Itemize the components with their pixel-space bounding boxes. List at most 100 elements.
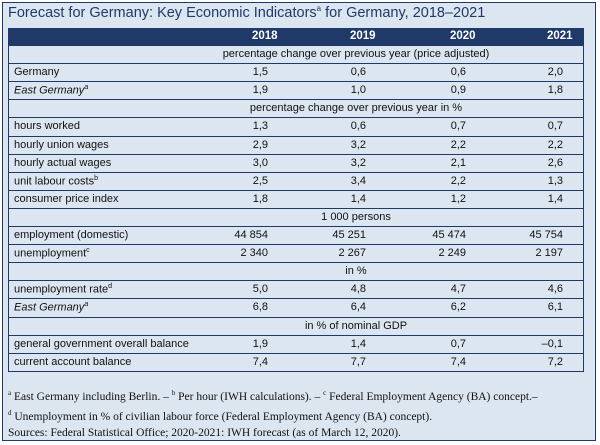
table-row: East Germanya 1,9 1,0 0,9 1,8 — [8, 81, 584, 99]
cell-2019: 6,4 — [350, 301, 366, 314]
column-header-2020: 2020 — [450, 30, 476, 42]
table-row: unit labour costsb 2,5 3,4 2,2 1,3 — [8, 171, 584, 190]
cell-2019: 1,4 — [350, 192, 366, 205]
column-header-2018: 2018 — [252, 30, 278, 42]
section-caption: percentage change over previous year in … — [249, 102, 463, 115]
cell-2020: 2 249 — [438, 247, 466, 260]
table-side-border — [583, 45, 584, 371]
cell-2019: 1,4 — [350, 337, 366, 350]
cell-2021: 1,3 — [547, 174, 563, 187]
cell-2021: 7,2 — [547, 355, 563, 368]
column-header-2021: 2021 — [547, 30, 573, 42]
cell-2021: 2 197 — [535, 247, 563, 260]
cell-2018: 2,5 — [252, 174, 268, 187]
cell-2020: 2,2 — [450, 174, 466, 187]
section-caption-row: in % of nominal GDP — [8, 316, 584, 335]
column-header-2019: 2019 — [350, 30, 376, 42]
cell-2021: 6,1 — [547, 301, 563, 314]
cell-2018: 1,5 — [252, 66, 268, 79]
section-caption-row: percentage change over previous year in … — [8, 99, 584, 117]
cell-2019: 1,0 — [350, 84, 366, 97]
cell-2019: 45 251 — [332, 229, 366, 241]
cell-2019: 0,6 — [350, 120, 366, 133]
table-row: unemploymentc 2 340 2 267 2 249 2 197 — [8, 244, 584, 262]
cell-2019: 3,2 — [350, 138, 366, 151]
table-row: consumer price index 1,8 1,4 1,2 1,4 — [8, 189, 584, 208]
cell-2020: 0,7 — [450, 120, 466, 133]
cell-2020: 2,2 — [450, 138, 466, 151]
section-caption: in % of nominal GDP — [304, 319, 408, 332]
cell-2021: –0,1 — [541, 337, 563, 350]
table-row: current account balance 7,4 7,7 7,4 7,2 — [8, 352, 584, 371]
cell-2020: 0,6 — [450, 66, 466, 79]
cell-2018: 1,9 — [252, 337, 268, 350]
cell-2021: 1,4 — [547, 192, 563, 205]
table-row: East Germanya 6,8 6,4 6,2 6,1 — [8, 298, 584, 316]
cell-2021: 45 754 — [529, 229, 563, 241]
row-label: unit labour costsb — [14, 174, 99, 188]
row-label: hourly actual wages — [14, 156, 112, 169]
table-row: hours worked 1,3 0,6 0,7 0,7 — [8, 117, 584, 135]
table-row: hourly actual wages 3,0 3,2 2,1 2,6 — [8, 153, 584, 172]
table-row: Germany 1,5 0,6 0,6 2,0 — [8, 63, 584, 81]
cell-2018: 3,0 — [252, 156, 268, 169]
cell-2018: 2,9 — [252, 138, 268, 151]
cell-2018: 5,0 — [252, 283, 268, 296]
row-label: East Germanya — [14, 84, 89, 97]
row-label: East Germanya — [14, 301, 89, 315]
cell-2020: 7,4 — [450, 355, 466, 368]
cell-2021: 2,2 — [547, 138, 563, 151]
cell-2020: 45 474 — [432, 229, 466, 241]
cell-2018: 1,8 — [252, 192, 268, 205]
cell-2019: 7,7 — [350, 355, 366, 368]
cell-2020: 2,1 — [450, 156, 466, 169]
cell-2018: 44 854 — [234, 229, 268, 241]
cell-2020: 0,9 — [450, 84, 466, 97]
table-side-border — [8, 45, 9, 371]
table-row: employment (domestic) 44 854 45 251 45 474 4… — [8, 226, 584, 244]
section-caption: in % — [345, 265, 367, 278]
row-label: hours worked — [14, 120, 81, 133]
cell-2019: 0,6 — [350, 66, 366, 79]
table-bottom-border — [8, 370, 584, 372]
cell-2018: 1,3 — [252, 120, 268, 133]
cell-2019: 3,2 — [350, 156, 366, 169]
cell-2021: 0,7 — [547, 120, 563, 133]
cell-2018: 6,8 — [252, 301, 268, 314]
row-label: consumer price index — [14, 192, 119, 205]
row-label: hourly union wages — [14, 138, 109, 151]
section-caption: percentage change over previous year (pr… — [222, 48, 490, 60]
cell-2018: 2 340 — [240, 247, 268, 260]
cell-2018: 1,9 — [252, 84, 268, 97]
row-label: unemployment rated — [14, 283, 113, 296]
cell-2020: 4,7 — [450, 283, 466, 296]
cell-2019: 3,4 — [350, 174, 366, 187]
footnote-line: a East Germany including Berlin. – b Per… — [8, 389, 538, 403]
section-caption-row: 1 000 persons — [8, 207, 584, 226]
section-caption: 1 000 persons — [321, 210, 391, 223]
cell-2020: 6,2 — [450, 301, 466, 314]
cell-2020: 0,7 — [450, 337, 466, 350]
cell-2021: 2,0 — [547, 66, 563, 79]
table-row: general government overall balance 1,9 1,4… — [8, 334, 584, 353]
row-label: employment (domestic) — [14, 229, 129, 241]
row-label: current account balance — [14, 355, 132, 368]
cell-2019: 4,8 — [350, 283, 366, 296]
cell-2020: 1,2 — [450, 192, 466, 205]
cell-2021: 1,8 — [547, 84, 563, 97]
report-frame — [2, 2, 596, 441]
row-label: unemploymentc — [14, 247, 90, 260]
cell-2019: 2 267 — [338, 247, 366, 260]
footnote-line: d Unemployment in % of civilian labour f… — [8, 408, 433, 423]
table-header: 2018 2019 2020 2021 — [8, 28, 584, 45]
table-row: unemployment rated 5,0 4,8 4,7 4,6 — [8, 280, 584, 298]
page-title: Forecast for Germany: Key Economic Indic… — [8, 4, 486, 21]
table-row: hourly union wages 2,9 3,2 2,2 2,2 — [8, 135, 584, 154]
row-label: Germany — [14, 66, 60, 79]
row-label: general government overall balance — [14, 337, 189, 350]
cell-2018: 7,4 — [252, 355, 268, 368]
section-caption-row: in % — [8, 262, 584, 280]
section-caption-row: percentage change over previous year (pr… — [8, 45, 584, 63]
footnotes: a East Germany including Berlin. – b Per… — [8, 385, 588, 441]
cell-2021: 4,6 — [547, 283, 563, 296]
